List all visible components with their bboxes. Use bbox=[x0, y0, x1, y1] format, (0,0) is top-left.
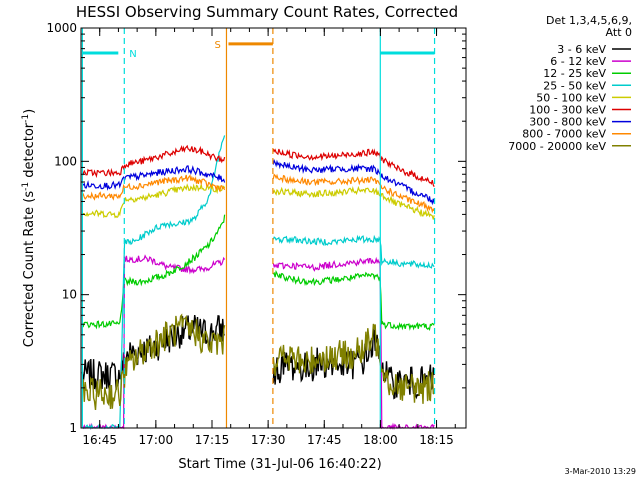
x-tick-label: 16:45 bbox=[82, 433, 117, 447]
series-line-a-1 bbox=[81, 254, 226, 431]
series-line-a-2 bbox=[81, 214, 226, 330]
series-line-b-0 bbox=[272, 326, 435, 400]
legend-label: 100 - 300 keV bbox=[529, 104, 606, 117]
plot-frame bbox=[80, 27, 467, 429]
legend-header-line1: Det 1,3,4,5,6,9, bbox=[546, 14, 632, 27]
night-marker-label: N bbox=[129, 49, 136, 60]
series-line-b-6 bbox=[272, 158, 435, 206]
series-line-a-5 bbox=[81, 144, 226, 179]
x-tick-label: 17:15 bbox=[195, 433, 230, 447]
series-line-b-8 bbox=[272, 323, 435, 404]
y-axis-label: Corrected Count Rate (s-1 detector-1) bbox=[21, 109, 37, 347]
legend-label: 3 - 6 keV bbox=[557, 43, 606, 56]
series-line-b-1 bbox=[272, 256, 435, 431]
data-layer: NS bbox=[81, 28, 436, 431]
x-tick-label: 17:30 bbox=[251, 433, 286, 447]
series-line-a-8 bbox=[82, 313, 226, 410]
y-tick-label: 1 bbox=[69, 421, 77, 435]
legend-label: 7000 - 20000 keV bbox=[508, 140, 606, 153]
chart-title: HESSI Observing Summary Count Rates, Cor… bbox=[76, 3, 458, 21]
series-line-b-7 bbox=[272, 173, 435, 214]
axes-layer: 1 10 100 1000 16:45 17:00 17:15 17:30 17:45 18:00… bbox=[46, 21, 467, 447]
y-tick-label: 100 bbox=[54, 154, 77, 168]
legend-label: 6 - 12 keV bbox=[550, 55, 606, 68]
series-line-b-3 bbox=[272, 234, 435, 269]
footer-date: 3-Mar-2010 13:29 bbox=[565, 467, 636, 476]
y-tick-label: 10 bbox=[62, 288, 77, 302]
x-tick-label: 17:00 bbox=[139, 433, 174, 447]
legend-label: 25 - 50 keV bbox=[543, 79, 606, 92]
series-line-a-6 bbox=[81, 165, 226, 191]
series-line-b-4 bbox=[272, 185, 435, 220]
y-tick-label: 1000 bbox=[46, 21, 77, 35]
series-line-a-4 bbox=[82, 183, 226, 219]
legend-header-line2: Att 0 bbox=[606, 26, 632, 39]
saa-marker-label: S bbox=[214, 40, 220, 51]
series-line-a-3 bbox=[82, 135, 226, 430]
x-tick-label: 17:45 bbox=[307, 433, 342, 447]
series-line-b-5 bbox=[272, 148, 435, 187]
series-line-a-7 bbox=[81, 174, 226, 201]
x-tick-label: 18:00 bbox=[363, 433, 398, 447]
legend-label: 50 - 100 keV bbox=[536, 91, 606, 104]
x-axis-label: Start Time (31-Jul-06 16:40:22) bbox=[178, 457, 381, 472]
series-line-b-2 bbox=[272, 270, 435, 332]
legend-label: 800 - 7000 keV bbox=[522, 128, 606, 141]
legend-label: 300 - 800 keV bbox=[529, 116, 606, 129]
legend-label: 12 - 25 keV bbox=[543, 67, 606, 80]
x-tick-label: 18:15 bbox=[419, 433, 454, 447]
